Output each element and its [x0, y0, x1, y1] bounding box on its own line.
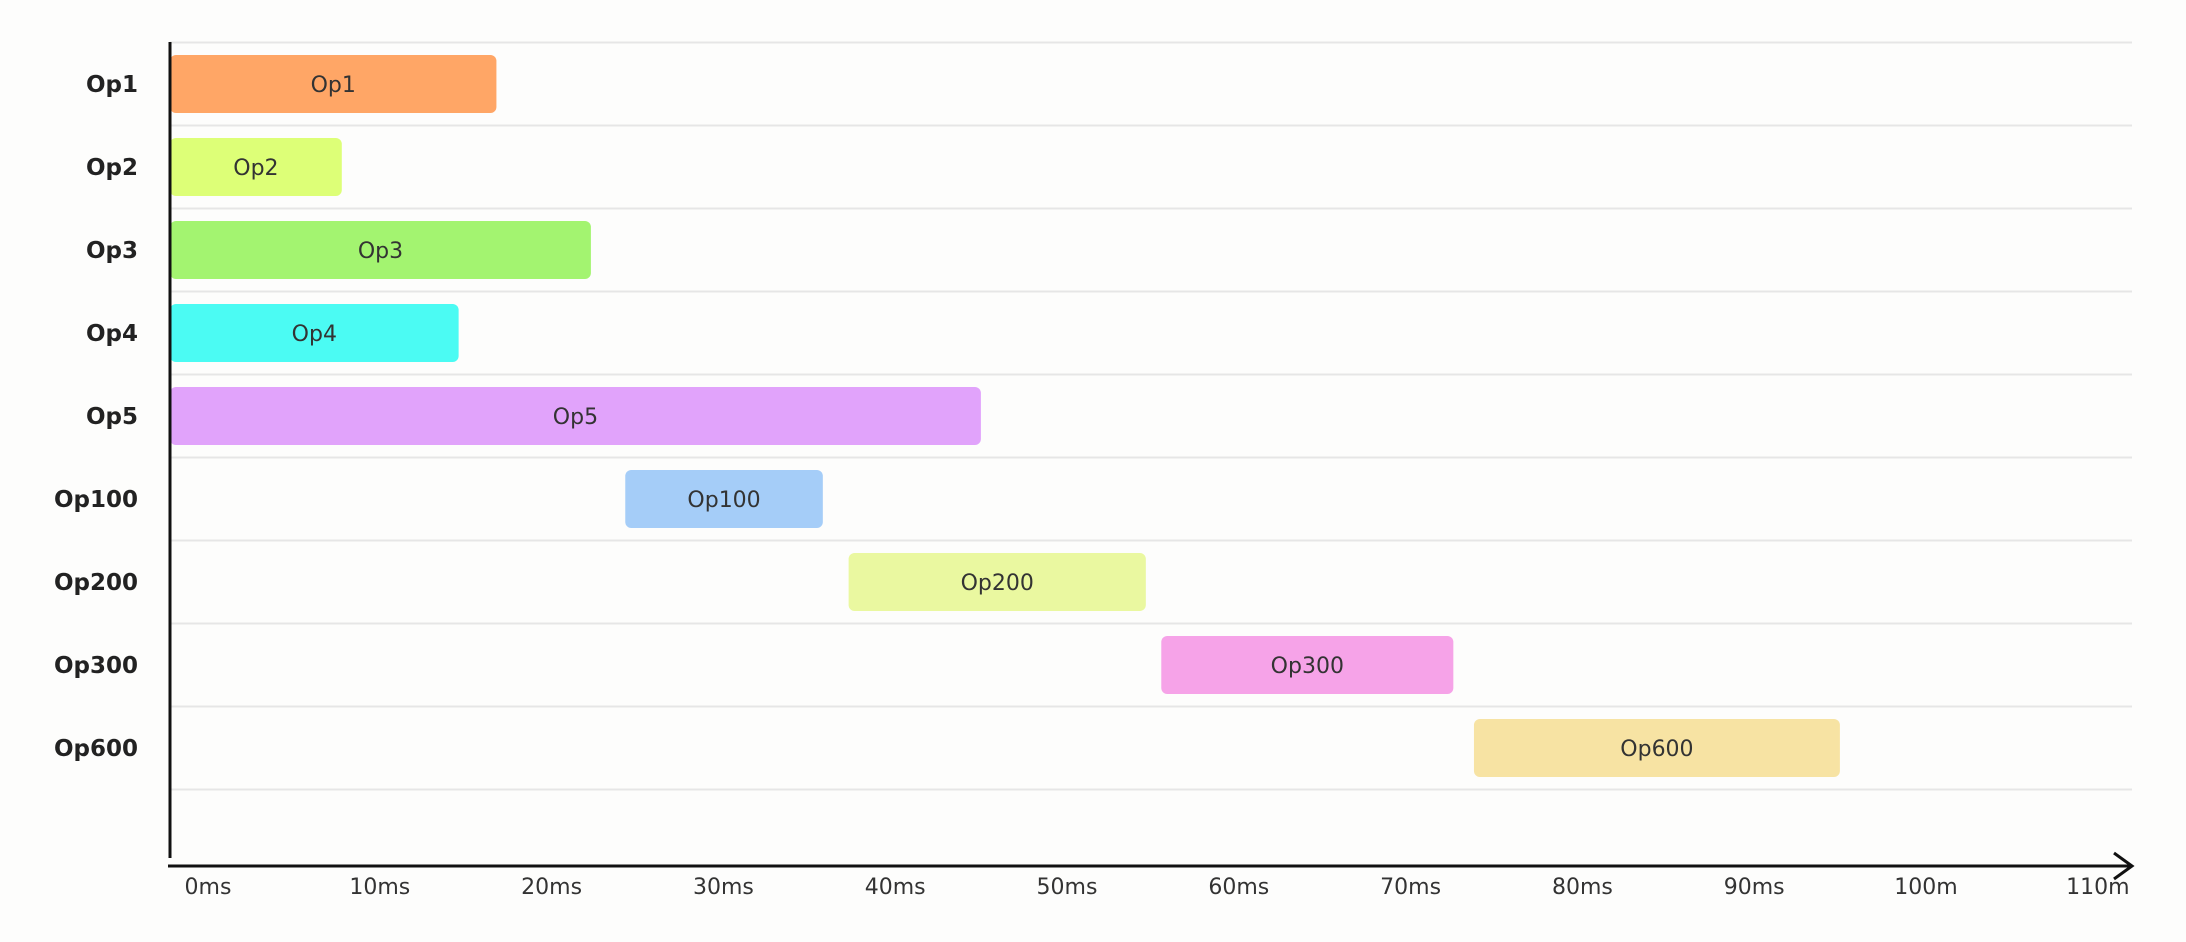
bar-op2	[170, 138, 342, 196]
row-label: Op300	[54, 653, 138, 679]
bar-op1	[170, 55, 497, 113]
x-axis-ticks: 0ms 10ms 20ms 30ms 40ms 50ms 60ms 70ms 80ms 90ms 1…	[185, 875, 2130, 900]
x-axis-arrow-icon	[2113, 851, 2135, 881]
x-tick-label: 40ms	[865, 875, 926, 900]
x-tick-label: 70ms	[1380, 875, 1441, 900]
bar-label: Op100	[687, 488, 760, 513]
axes	[168, 42, 2135, 881]
bar-op200	[848, 553, 1146, 611]
row-label: Op100	[54, 487, 138, 513]
x-tick-label: 110m	[2066, 875, 2129, 900]
bar-op300	[1161, 636, 1454, 694]
bar-op4	[170, 304, 459, 362]
bar-op600	[1473, 719, 1840, 777]
grid-lines	[170, 41, 2132, 791]
x-tick-label: 80ms	[1552, 875, 1613, 900]
bar-label: Op5	[553, 405, 598, 430]
row-label: Op1	[86, 72, 138, 98]
x-tick-label: 60ms	[1208, 875, 1269, 900]
row-label: Op5	[86, 404, 138, 430]
x-tick-label: 30ms	[693, 875, 754, 900]
bar-op3	[170, 221, 591, 279]
bar-label: Op600	[1620, 737, 1693, 762]
x-tick-label: 50ms	[1037, 875, 1098, 900]
row-label: Op200	[54, 570, 138, 596]
row-labels: Op1 Op2 Op3 Op4 Op5 Op100 Op200 Op300 Op600	[54, 72, 138, 762]
row-label: Op2	[86, 155, 138, 181]
row-label: Op4	[86, 321, 138, 347]
x-tick-label: 10ms	[349, 875, 410, 900]
bar-label: Op3	[358, 239, 403, 264]
bar-label: Op200	[961, 571, 1034, 596]
bar-label: Op1	[311, 73, 356, 98]
bar-op100	[625, 470, 823, 528]
x-tick-label: 0ms	[185, 875, 232, 900]
x-tick-label: 90ms	[1724, 875, 1785, 900]
bar-label: Op4	[292, 322, 337, 347]
x-tick-label: 20ms	[521, 875, 582, 900]
bar-op5	[170, 387, 981, 445]
row-label: Op600	[54, 736, 138, 762]
x-tick-label: 100m	[1894, 875, 1957, 900]
bar-label: Op300	[1271, 654, 1344, 679]
bar-label: Op2	[233, 156, 278, 181]
row-label: Op3	[86, 238, 138, 264]
bars: Op1 Op2 Op3 Op4 Op5 Op100 Op200 Op300 Op600	[170, 55, 1840, 777]
